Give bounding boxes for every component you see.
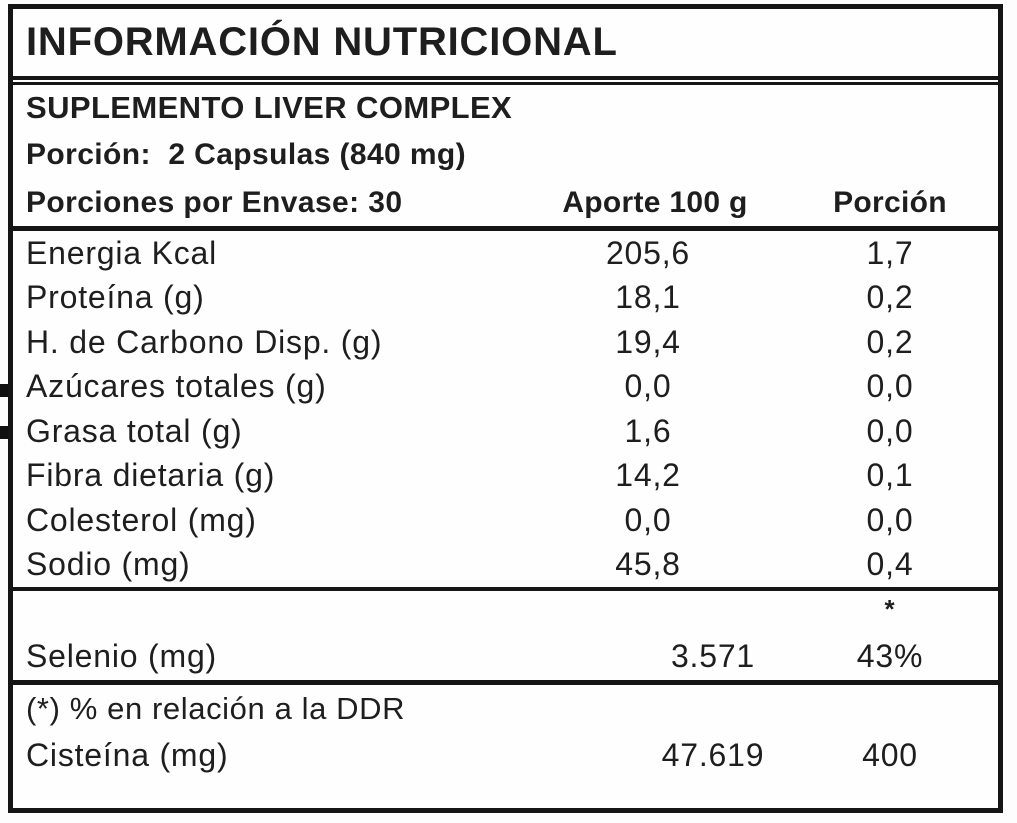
nutrient-portion-value: 0,1 — [866, 457, 914, 494]
column-header-portion: Porción — [833, 186, 947, 219]
nutrient-per-100g-value: 45,8 — [615, 546, 681, 583]
nutrient-portion-value: 0,0 — [866, 368, 914, 405]
nutrient-portion-value: 0,2 — [866, 279, 914, 316]
table-row: Energia Kcal 205,6 1,7 — [13, 231, 998, 276]
nutrient-label: Cisteína (mg) — [26, 737, 229, 773]
nutrient-per-100g-value: 19,4 — [615, 323, 681, 360]
nutrient-per-100g-value: 47.619 — [661, 737, 765, 773]
column-header-per-100g: Aporte 100 g — [562, 186, 748, 219]
selenium-section: * Selenio (mg) 3.571 43% — [13, 591, 998, 685]
table-row: Azúcares totales (g) 0,0 0,0 — [13, 365, 998, 410]
table-row: Grasa total (g) 1,6 0,0 — [13, 409, 998, 454]
nutrient-label: Energia Kcal — [26, 234, 218, 271]
nutrient-portion-value: 0,2 — [866, 323, 914, 360]
nutrient-per-100g-value: 205,6 — [605, 234, 691, 271]
nutrient-label: Sodio (mg) — [26, 546, 191, 583]
table-row: Cisteína (mg) 47.619 400 — [13, 732, 998, 779]
column-header-row: Porciones por Envase: 30 Aporte 100 g Po… — [13, 178, 998, 226]
nutrient-per-100g-value: 3.571 — [670, 638, 756, 674]
nutrient-label: Grasa total (g) — [26, 412, 243, 449]
nutrient-label: Colesterol (mg) — [26, 501, 257, 538]
nutrition-facts-table: INFORMACIÓN NUTRICIONAL SUPLEMENTO LIVER… — [8, 4, 1003, 813]
table-row: H. de Carbono Disp. (g) 19,4 0,2 — [13, 320, 998, 365]
nutrient-per-100g-value: 0,0 — [624, 368, 672, 405]
table-row: Colesterol (mg) 0,0 0,0 — [13, 498, 998, 543]
table-row: Proteína (g) 18,1 0,2 — [13, 276, 998, 321]
nutrient-per-100g-value: 18,1 — [615, 279, 681, 316]
product-name: SUPLEMENTO LIVER COMPLEX — [26, 90, 513, 125]
serving-size: Porción: 2 Capsulas (840 mg) — [26, 137, 467, 171]
nutrient-label: Azúcares totales (g) — [26, 368, 327, 405]
table-row: Selenio (mg) 3.571 43% — [13, 627, 998, 680]
asterisk-row: * — [13, 591, 998, 627]
nutrient-per-100g-value: 1,6 — [624, 412, 672, 449]
nutrient-label: Selenio (mg) — [26, 638, 218, 674]
nutrient-portion-value: 1,7 — [866, 234, 914, 271]
scan-artifact-mark — [0, 384, 11, 397]
title-divider-gap — [13, 80, 998, 82]
nutrient-per-100g-value: 0,0 — [624, 501, 672, 538]
table-title: INFORMACIÓN NUTRICIONAL — [26, 20, 618, 64]
footer-section: (*) % en relación a la DDR Cisteína (mg)… — [13, 685, 998, 779]
nutrient-portion-value: 0,0 — [866, 412, 914, 449]
nutrient-rows-section: Energia Kcal 205,6 1,7 Proteína (g) 18,1… — [13, 231, 998, 591]
nutrient-per-100g-value: 14,2 — [615, 457, 681, 494]
table-row: Fibra dietaria (g) 14,2 0,1 — [13, 454, 998, 499]
title-section: INFORMACIÓN NUTRICIONAL — [13, 9, 998, 80]
servings-per-container: Porciones por Envase: 30 — [26, 186, 403, 219]
nutrient-portion-value: 0,0 — [866, 501, 914, 538]
nutrient-label: H. de Carbono Disp. (g) — [26, 323, 383, 360]
nutrient-label: Proteína (g) — [26, 279, 205, 316]
nutrient-portion-value: 400 — [862, 737, 918, 773]
table-row: Sodio (mg) 45,8 0,4 — [13, 543, 998, 588]
nutrient-portion-value: 43% — [856, 638, 924, 674]
ddr-asterisk: * — [884, 593, 896, 624]
scan-artifact-mark — [0, 426, 11, 439]
nutrient-portion-value: 0,4 — [866, 546, 914, 583]
header-section: SUPLEMENTO LIVER COMPLEX Porción: 2 Caps… — [13, 82, 998, 231]
nutrient-label: Fibra dietaria (g) — [26, 457, 276, 494]
ddr-footnote: (*) % en relación a la DDR — [26, 690, 406, 726]
